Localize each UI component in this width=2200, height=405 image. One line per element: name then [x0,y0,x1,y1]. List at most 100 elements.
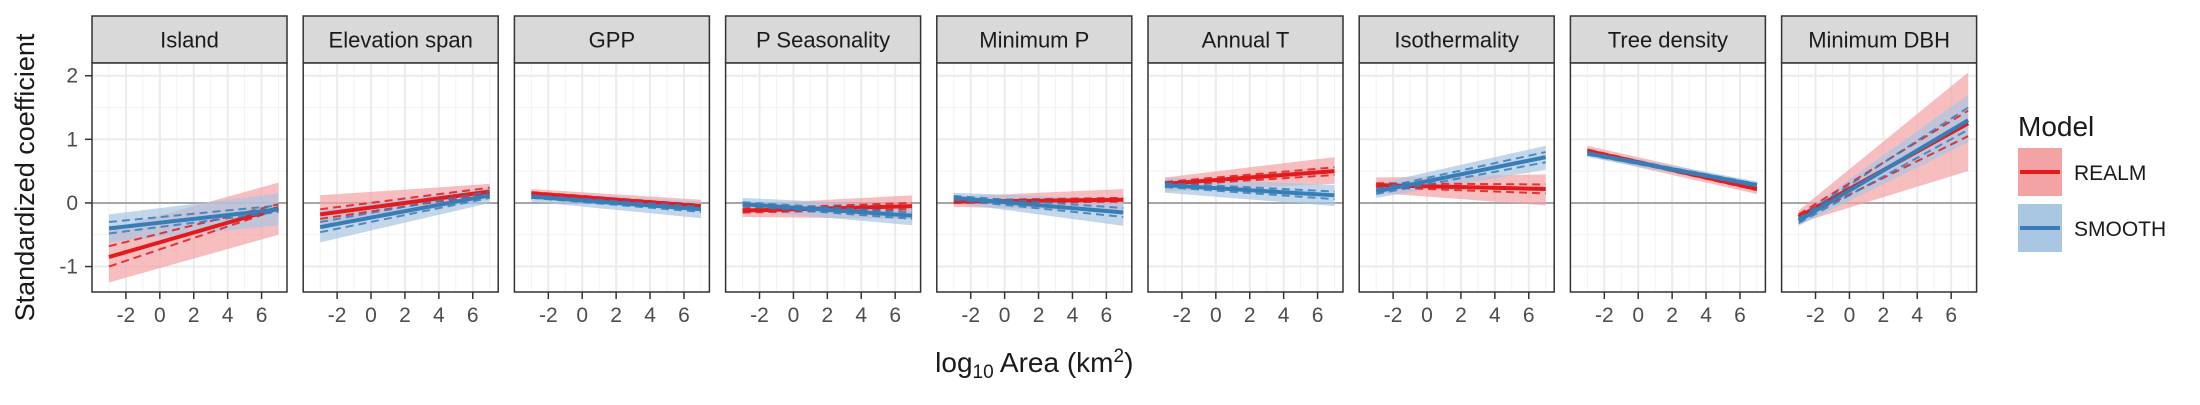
x-tick-label: -2 [539,304,558,327]
panel-border [1569,62,1767,293]
panel-border [1147,62,1344,293]
panel-strip [724,15,922,64]
panel-strip [91,15,288,64]
panel-strip [936,15,1133,64]
x-tick-label: 0 [1421,304,1433,327]
y-axis-label: Standardized coefficient [10,33,40,321]
x-tick-label: 2 [1666,304,1678,327]
panel-strip [1569,15,1767,64]
x-tick-label: 2 [399,304,411,327]
legend-label: SMOOTH [2074,218,2166,241]
x-tick-label: -2 [328,304,347,327]
panel-title: Annual T [1202,28,1290,53]
panel-border [1780,62,1978,293]
dashed-line-smooth [953,194,1124,210]
legend-item-smooth: SMOOTH [2018,204,2166,252]
x-axis-label: log10 Area (km2) [935,346,1133,383]
dashed-line-realm [1798,109,1969,216]
panel-strip [1780,15,1978,64]
x-tick-label: 0 [1844,304,1856,327]
panel-border [91,62,288,293]
x-tick-label: 0 [999,304,1011,327]
panel-9: Minimum DBH -2 0 2 4 6 [1780,15,1978,327]
panel-border [936,62,1133,293]
x-tick-label: 2 [1877,304,1889,327]
x-tick-label: 0 [365,304,377,327]
dashed-line-smooth [742,205,913,220]
x-tick-label: 6 [678,304,690,327]
dashed-line-smooth [108,204,279,224]
panel-1: Island -2 0 2 4 6 [91,15,288,327]
series-line-smooth [1797,118,1970,223]
x-tick-label: 2 [821,304,833,327]
series-line-realm [319,189,490,217]
x-tick-label: 4 [644,304,656,327]
panel-3: GPP -2 0 2 4 6 [513,15,711,327]
panel-strip [1147,15,1344,64]
dashed-line-smooth [953,198,1124,218]
panel-border [302,62,499,293]
x-tick-label: 4 [855,304,867,327]
x-tick-label: 6 [1101,304,1113,327]
dashed-line-smooth [1164,186,1335,201]
x-tick-label: -2 [117,304,136,327]
legend-title: Model [2018,111,2094,142]
series-line-smooth [531,194,702,212]
dashed-line-realm [108,208,279,268]
dashed-line-smooth [108,210,279,235]
panel-background [725,63,921,292]
dashed-line-smooth [742,201,913,214]
dashed-line-realm [320,186,490,211]
panel-title: Minimum DBH [1808,28,1950,53]
x-tick-label: 0 [1632,304,1644,327]
x-tick-label: 4 [222,304,234,327]
x-tick-label: 6 [889,304,901,327]
x-tick-label: 6 [467,304,479,327]
dashed-line-smooth [1798,128,1969,225]
panel-background [303,63,499,292]
panel-title: Tree density [1608,28,1728,53]
panel-5: Minimum P -2 0 2 4 6 [936,15,1133,327]
series-line-smooth [1586,151,1758,188]
x-tick-label: 6 [1945,304,1957,327]
series-line-smooth [319,193,491,230]
panel-6: Annual T -2 0 2 4 6 [1147,15,1344,327]
panel-border [724,62,922,293]
series-line-realm [531,191,702,209]
x-tick-label: 0 [788,304,800,327]
x-tick-label: 4 [1489,304,1501,327]
panel-title: GPP [589,28,635,53]
panel-title: Isothermality [1394,28,1519,53]
x-tick-label: -2 [1806,304,1825,327]
y-tick-label: -1 [59,256,78,279]
x-tick-label: 2 [610,304,622,327]
x-tick-label: 2 [188,304,200,327]
panel-border [513,62,711,293]
panel-title: Island [160,28,219,53]
x-tick-label: 0 [1210,304,1222,327]
x-tick-label: 4 [1278,304,1290,327]
series-line-smooth [1375,155,1547,194]
x-tick-label: 6 [1312,304,1324,327]
x-tick-label: -2 [1384,304,1403,327]
panel-background [514,63,710,292]
x-tick-label: -2 [1173,304,1192,327]
panel-strip [302,15,499,64]
x-tick-label: 4 [433,304,445,327]
series-line-smooth [742,202,913,218]
y-tick-label: 2 [66,65,78,88]
series-line-smooth [1164,183,1335,198]
x-tick-label: -2 [961,304,980,327]
panel-strip [1358,15,1555,64]
series-line-smooth [108,207,279,231]
x-tick-label: 6 [256,304,268,327]
series-line-smooth [953,195,1124,215]
x-tick-label: 4 [1067,304,1079,327]
x-tick-label: -2 [1595,304,1614,327]
x-tick-label: 0 [154,304,166,327]
dashed-line-realm [1164,166,1335,183]
dashed-line-smooth [1164,182,1335,193]
panel-title: Minimum P [979,28,1089,53]
x-tick-label: 0 [576,304,588,327]
